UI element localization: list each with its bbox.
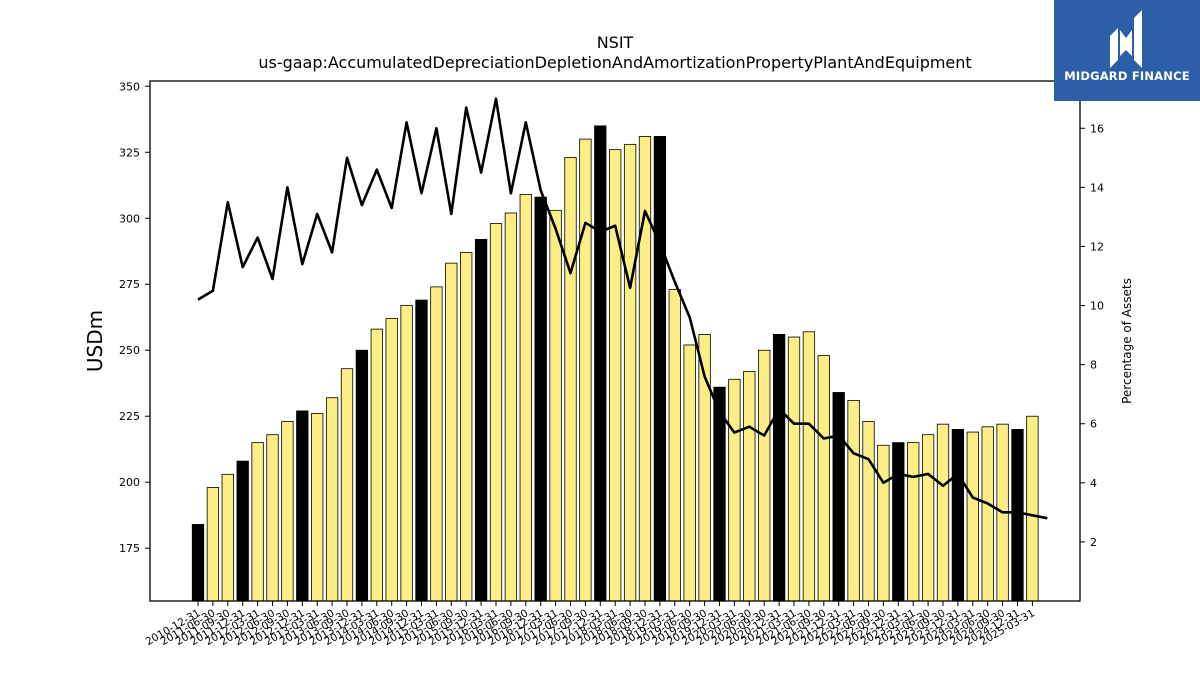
bar-2013-09-30	[355, 349, 369, 602]
brand-logo: MIDGARD FINANCE	[1054, 0, 1200, 101]
bar-2011-06-30	[221, 473, 234, 602]
bar-2010-12-31	[191, 524, 205, 602]
bar-2022-03-31	[862, 421, 875, 602]
bar-2014-03-31	[385, 318, 398, 602]
bar-2011-12-31	[251, 442, 264, 602]
bar-2015-03-31	[445, 262, 458, 602]
y2-axis-label: Percentage of Assets	[1120, 278, 1134, 404]
bar-2015-09-30	[474, 238, 488, 602]
y2-tick-label: 14	[1090, 181, 1104, 194]
y-axis-left: 175 200 225 250 275 300 325 350	[119, 80, 150, 555]
y-axis-label: USDm	[83, 310, 107, 372]
bar-2015-06-30	[460, 252, 473, 602]
bar-2014-06-30	[400, 304, 413, 602]
y-tick-label: 225	[119, 410, 140, 423]
bar-2013-06-30	[340, 368, 354, 602]
bar-2023-06-30	[936, 423, 950, 602]
y2-tick-label: 6	[1090, 418, 1097, 431]
bar-2015-12-31	[489, 223, 503, 602]
bar-2023-03-31	[921, 434, 935, 602]
bar-2014-12-31	[430, 286, 443, 602]
bar-2017-06-30	[579, 138, 592, 602]
bar-2024-03-31	[981, 426, 994, 602]
bar-2012-12-31	[311, 413, 324, 602]
bar-2016-12-31	[549, 209, 562, 602]
bar-2016-09-30	[534, 196, 547, 602]
bar-2021-03-31	[802, 331, 816, 602]
bar-2024-09-30	[1011, 429, 1024, 602]
bar-2012-03-31	[266, 434, 279, 602]
chart-subtitle: us-gaap:AccumulatedDepreciationDepletion…	[258, 53, 971, 72]
bar-2014-09-30	[415, 299, 428, 602]
bar-2021-09-30	[832, 392, 845, 602]
bar-2016-03-31	[504, 212, 518, 602]
brand-mark-icon	[1110, 10, 1142, 68]
bar-2017-12-31	[609, 149, 622, 602]
bar-2019-03-31	[683, 344, 696, 602]
chart-title: NSIT	[597, 33, 634, 52]
y-tick-label: 200	[119, 476, 140, 489]
y-tick-label: 275	[119, 278, 140, 291]
bar-2018-03-31	[623, 143, 637, 602]
bar-2012-09-30	[296, 410, 309, 602]
bar-2020-03-31	[743, 370, 756, 602]
y2-tick-label: 16	[1090, 122, 1104, 135]
bar-2011-03-31	[206, 487, 220, 602]
y-tick-label: 300	[119, 212, 140, 225]
x-axis: 2010-12-312011-06-302011-09-302011-12-31…	[144, 601, 1037, 648]
bar-2018-12-31	[668, 289, 681, 602]
bar-2017-09-30	[594, 125, 607, 602]
y2-tick-label: 8	[1090, 359, 1097, 372]
bar-2021-12-31	[847, 399, 860, 602]
line-group	[197, 97, 1048, 520]
bar-2022-06-30	[877, 444, 890, 602]
bar-2022-09-30	[892, 442, 905, 602]
y2-tick-label: 10	[1090, 300, 1104, 313]
y2-tick-label: 4	[1090, 477, 1097, 490]
bar-2020-06-30	[758, 349, 771, 602]
bar-2011-09-30	[236, 460, 249, 602]
y2-tick-label: 2	[1090, 536, 1097, 549]
y-axis-right: 2 4 6 8 10 12 14 16	[1080, 122, 1104, 549]
y-tick-label: 325	[119, 146, 140, 159]
brand-name: MIDGARD FINANCE	[1064, 69, 1190, 83]
bars-group	[191, 125, 1039, 602]
bar-2018-09-30	[653, 136, 667, 602]
bar-2020-12-31	[787, 336, 801, 602]
bar-2020-09-30	[772, 333, 786, 602]
bar-2017-03-31	[564, 157, 577, 602]
bar-2016-06-30	[519, 194, 532, 602]
bar-2013-12-31	[370, 328, 383, 602]
y2-tick-label: 12	[1090, 240, 1104, 253]
bar-2023-12-31	[966, 431, 979, 602]
y-tick-label: 175	[119, 542, 140, 555]
y-tick-label: 250	[119, 344, 140, 357]
y-tick-label: 350	[119, 80, 140, 93]
bar-2022-12-31	[907, 442, 920, 602]
bar-2018-06-30	[638, 136, 652, 602]
percentage-line	[197, 97, 1048, 520]
bar-2019-12-31	[728, 378, 741, 602]
bar-2024-12-31	[1026, 415, 1039, 602]
bar-2023-09-30	[951, 429, 965, 602]
bar-2013-03-31	[325, 397, 339, 602]
bar-2012-06-30	[281, 421, 294, 602]
bar-2021-06-30	[817, 355, 830, 602]
